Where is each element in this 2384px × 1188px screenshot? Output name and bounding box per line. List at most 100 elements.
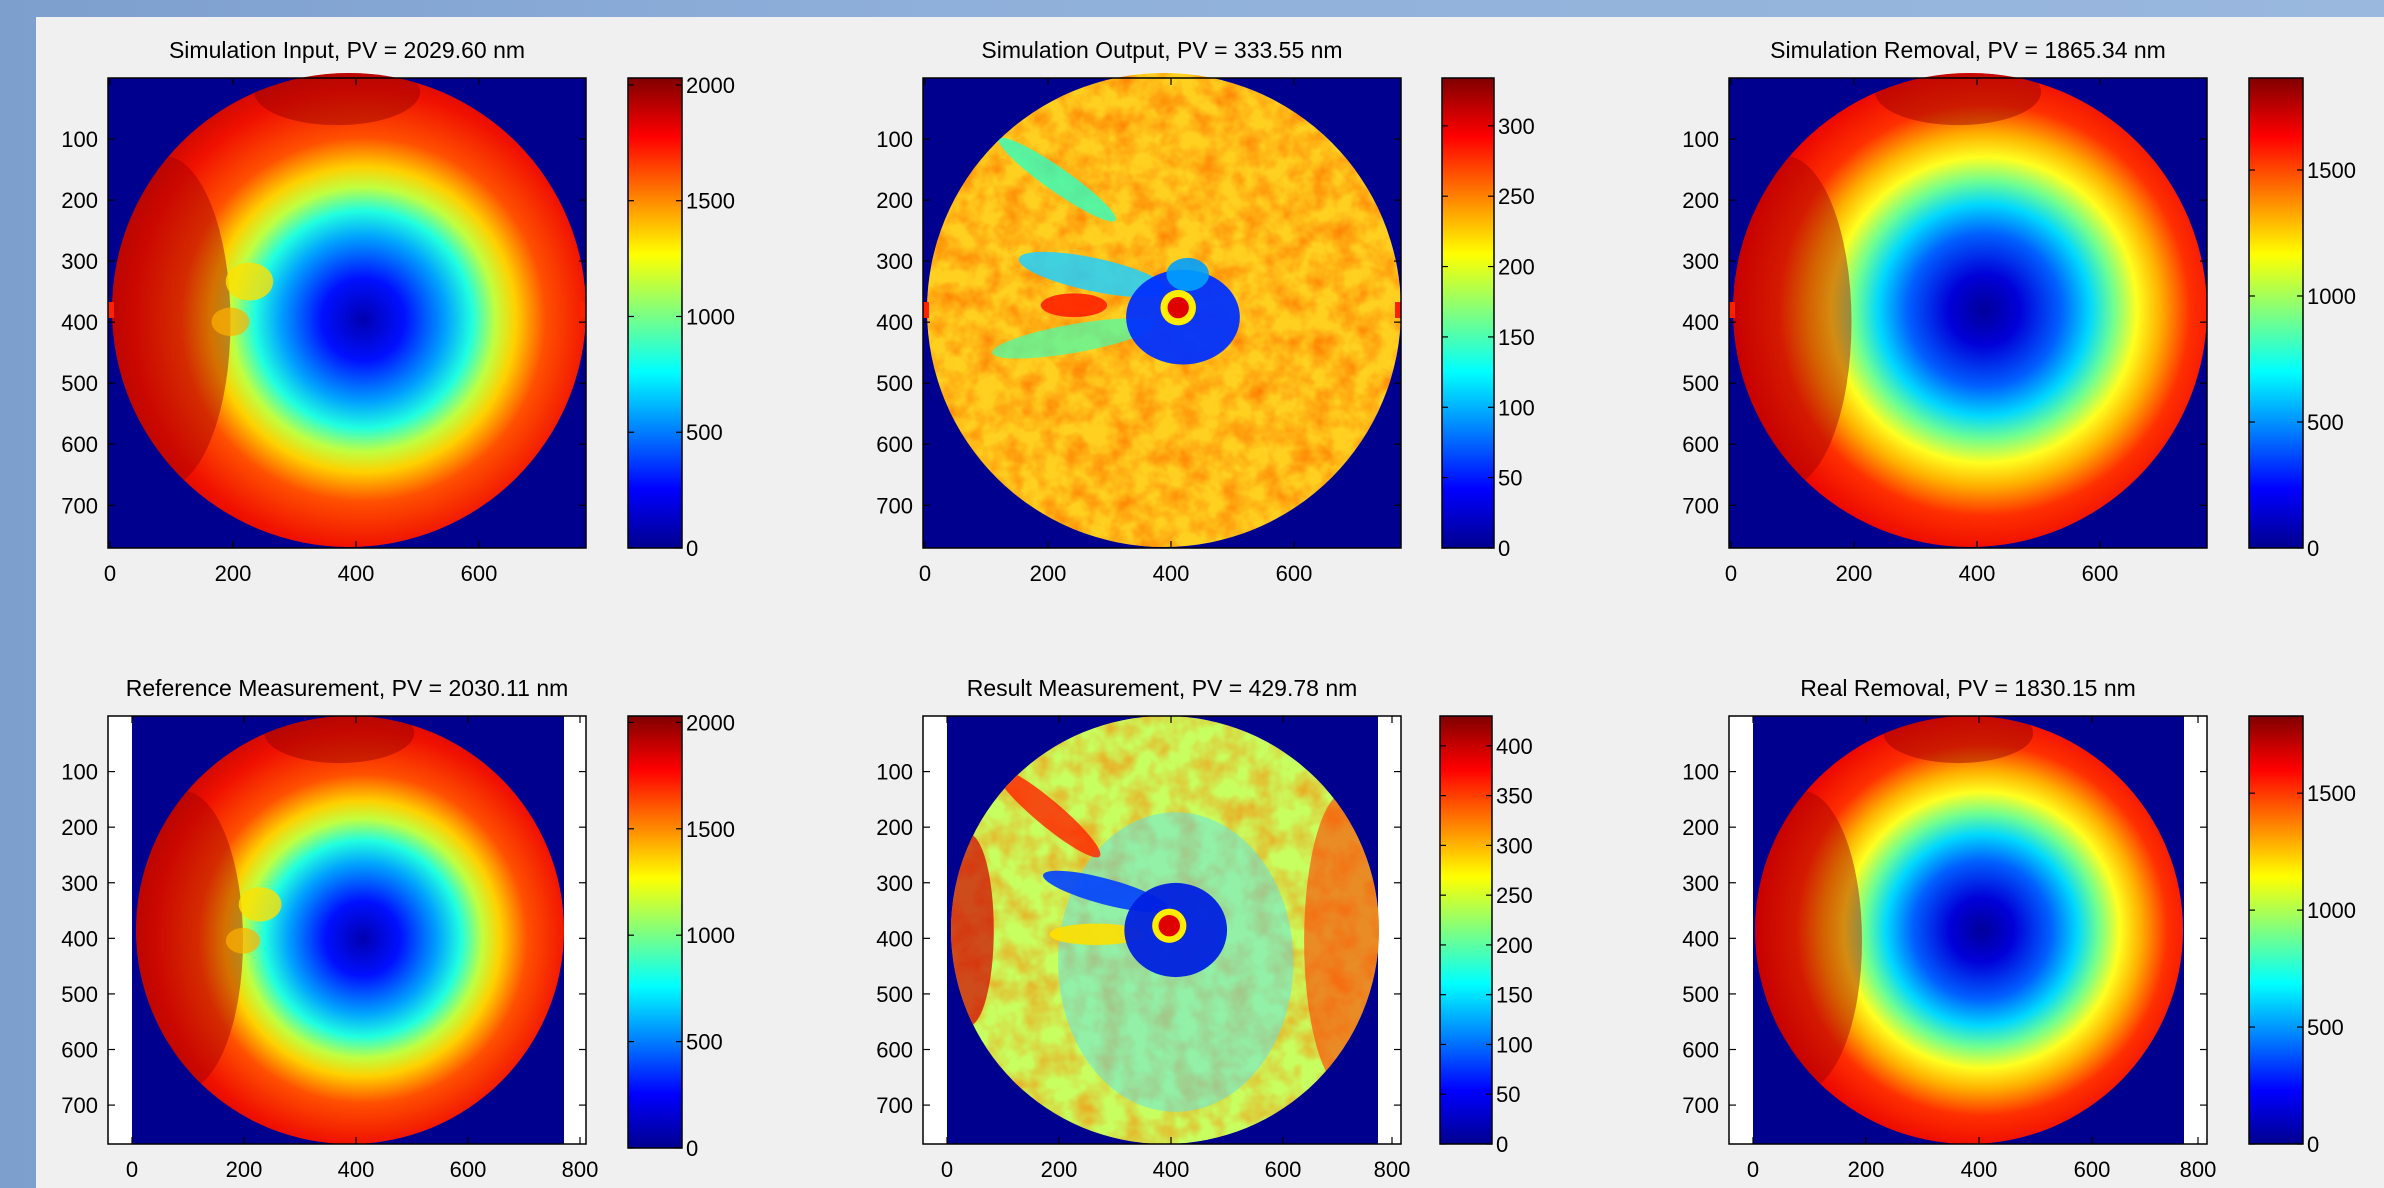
y-tick-label: 500 (1682, 982, 1719, 1007)
colorbar-tick-label: 0 (686, 1136, 698, 1161)
x-tick-label: 200 (215, 561, 252, 586)
x-tick-label: 800 (2180, 1157, 2217, 1182)
colorbar-tick-label: 200 (1498, 255, 1535, 280)
colorbar-tick-label: 0 (1498, 536, 1510, 561)
y-tick-label: 200 (61, 188, 98, 213)
x-tick-label: 400 (1961, 1157, 1998, 1182)
x-tick-label: 400 (1153, 561, 1190, 586)
colorbar-tick-label: 0 (2307, 1132, 2319, 1157)
y-tick-label: 600 (1682, 1038, 1719, 1063)
y-tick-label: 100 (61, 760, 98, 785)
y-tick-label: 500 (61, 371, 98, 396)
blank-column (108, 716, 132, 1144)
rim-marker (923, 302, 929, 318)
y-tick-label: 400 (1682, 310, 1719, 335)
colorbar-gradient (2248, 77, 2304, 549)
colorbar-tick-label: 300 (1498, 114, 1535, 139)
x-tick-label: 600 (2074, 1157, 2111, 1182)
colorbar-tick-label: 350 (1496, 784, 1533, 809)
colorbar-tick-label: 150 (1496, 983, 1533, 1008)
colorbar: 0 500 1000 1500 2000 (627, 73, 735, 561)
y-tick-label: 700 (1682, 493, 1719, 518)
x-tick-label: 400 (1959, 561, 1996, 586)
x-tick-label: 600 (1276, 561, 1313, 586)
colorbar-tick-label: 50 (1498, 466, 1522, 491)
subplot-title: Simulation Output, PV = 333.55 nm (981, 37, 1342, 63)
colorbar-tick-label: 150 (1498, 325, 1535, 350)
y-tick-label: 300 (1682, 249, 1719, 274)
y-tick-label: 200 (876, 188, 913, 213)
colorbar-gradient (1441, 77, 1495, 549)
surface-map (1755, 716, 2183, 1144)
y-tick-label: 600 (876, 1038, 913, 1063)
axes-frame (922, 715, 1402, 1145)
y-tick-label: 700 (876, 493, 913, 518)
surface-map (1733, 73, 2207, 547)
subplot-title: Result Measurement, PV = 429.78 nm (967, 675, 1358, 701)
blank-column (564, 716, 586, 1144)
y-tick-label: 300 (1682, 871, 1719, 896)
rim-marker (1729, 302, 1735, 318)
axes-frame (922, 77, 1402, 549)
y-tick-label: 700 (876, 1093, 913, 1118)
y-tick-label: 600 (1682, 432, 1719, 457)
colorbar-tick-label: 1000 (2307, 284, 2356, 309)
blank-column (2184, 716, 2207, 1144)
y-tick-label: 200 (1682, 188, 1719, 213)
surface-map (136, 716, 564, 1144)
x-tick-label: 200 (1836, 561, 1873, 586)
y-tick-label: 300 (876, 871, 913, 896)
colorbar-tick-label: 0 (686, 536, 698, 561)
colorbar-tick-label: 1000 (686, 923, 735, 948)
y-tick-label: 500 (61, 982, 98, 1007)
rim-marker (2201, 302, 2207, 318)
colorbar-tick-label: 500 (686, 1030, 723, 1055)
colorbar-gradient (2248, 715, 2304, 1145)
y-tick-label: 400 (1682, 926, 1719, 951)
blank-column (1729, 716, 1753, 1144)
colorbar-tick-label: 250 (1496, 883, 1533, 908)
colorbar-gradient (627, 715, 683, 1149)
subplot-4: 100 200 300 400 500 600 700 0 200 400 600 800 Refere… (61, 675, 735, 1182)
y-tick-label: 300 (61, 249, 98, 274)
y-tick-label: 600 (61, 432, 98, 457)
y-tick-label: 400 (876, 926, 913, 951)
colorbar-tick-label: 250 (1498, 184, 1535, 209)
colorbar-tick-label: 200 (1496, 933, 1533, 958)
colorbar: 0 50 100 150 200 250 300 350 400 (1439, 715, 1533, 1157)
x-tick-label: 600 (450, 1157, 487, 1182)
colorbar-tick-label: 0 (1496, 1132, 1508, 1157)
y-tick-label: 500 (1682, 371, 1719, 396)
y-tick-label: 500 (876, 982, 913, 1007)
x-tick-label: 0 (1725, 561, 1737, 586)
rim-marker (108, 302, 114, 318)
colorbar-tick-label: 1500 (686, 817, 735, 842)
x-tick-label: 800 (562, 1157, 599, 1182)
surface-map (112, 73, 586, 547)
blank-column (923, 716, 947, 1144)
subplot-1: 100 200 300 400 500 600 700 0 200 400 600 Simulatio… (61, 37, 735, 586)
rim-marker (1395, 302, 1401, 318)
colorbar-gradient (1439, 715, 1493, 1145)
axes-frame (1728, 77, 2208, 549)
y-tick-label: 300 (876, 249, 913, 274)
x-tick-label: 0 (126, 1157, 138, 1182)
y-tick-label: 100 (876, 127, 913, 152)
y-tick-label: 700 (61, 493, 98, 518)
y-tick-label: 400 (61, 310, 98, 335)
colorbar-tick-label: 1000 (686, 304, 735, 329)
colorbar-tick-label: 0 (2307, 536, 2319, 561)
x-tick-label: 0 (919, 561, 931, 586)
colorbar-tick-label: 300 (1496, 833, 1533, 858)
colorbar-tick-label: 2000 (686, 73, 735, 98)
colorbar-tick-label: 1000 (2307, 898, 2356, 923)
subplot-3: 100 200 300 400 500 600 700 0 200 400 600 Simulatio… (1682, 37, 2356, 586)
y-tick-label: 600 (61, 1038, 98, 1063)
subplot-title: Simulation Removal, PV = 1865.34 nm (1770, 37, 2166, 63)
x-tick-label: 600 (2082, 561, 2119, 586)
y-tick-label: 100 (876, 760, 913, 785)
colorbar-tick-label: 100 (1496, 1032, 1533, 1057)
x-tick-label: 400 (1153, 1157, 1190, 1182)
